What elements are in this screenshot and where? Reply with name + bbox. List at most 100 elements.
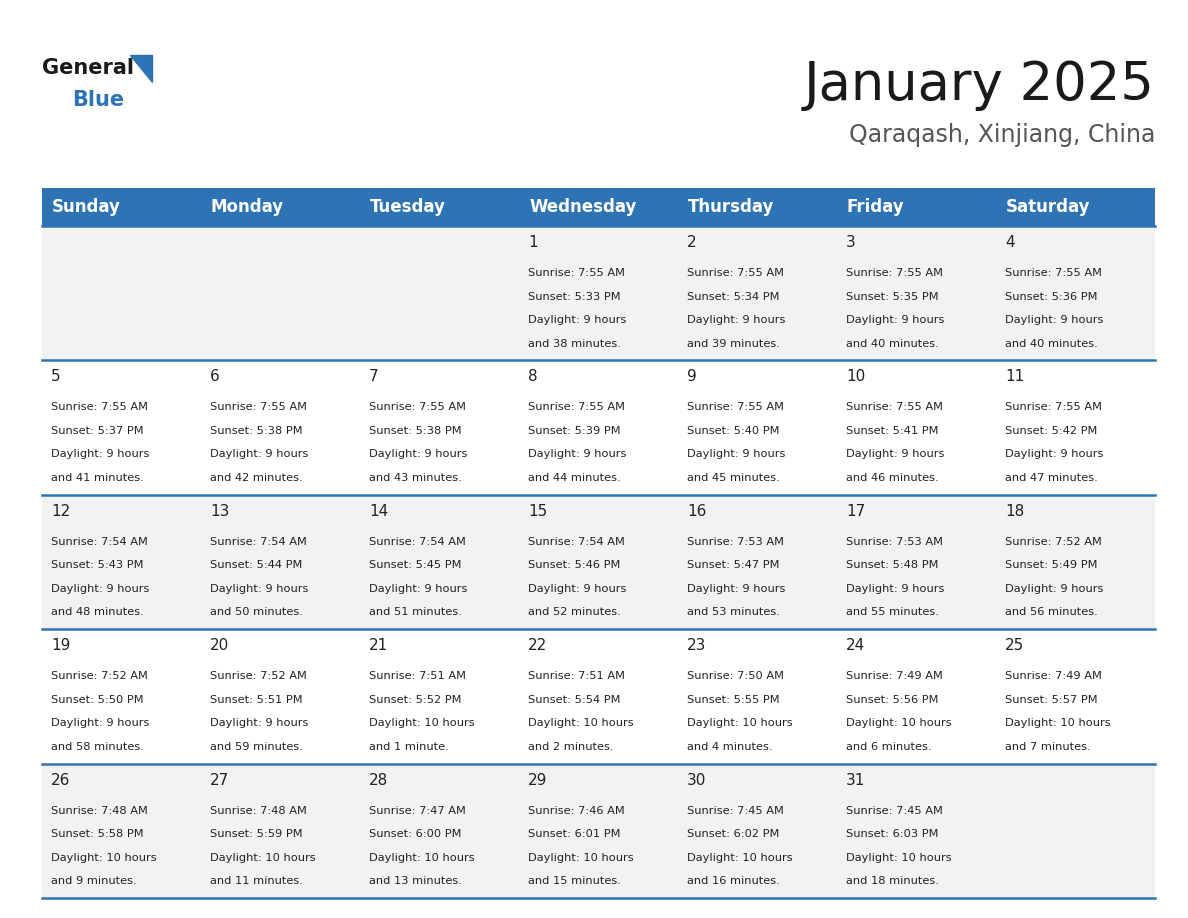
Text: 3: 3 xyxy=(846,235,855,250)
Text: Sunrise: 7:52 AM: Sunrise: 7:52 AM xyxy=(210,671,307,681)
Text: Daylight: 9 hours: Daylight: 9 hours xyxy=(527,450,626,459)
Text: 24: 24 xyxy=(846,638,865,654)
Text: and 2 minutes.: and 2 minutes. xyxy=(527,742,613,752)
Text: and 38 minutes.: and 38 minutes. xyxy=(527,339,621,349)
Text: Sunrise: 7:55 AM: Sunrise: 7:55 AM xyxy=(369,402,466,412)
Text: Sunset: 5:39 PM: Sunset: 5:39 PM xyxy=(527,426,620,436)
Text: Sunset: 5:45 PM: Sunset: 5:45 PM xyxy=(369,560,461,570)
Text: Sunrise: 7:55 AM: Sunrise: 7:55 AM xyxy=(846,268,943,278)
Text: and 15 minutes.: and 15 minutes. xyxy=(527,876,621,886)
Text: and 43 minutes.: and 43 minutes. xyxy=(369,473,462,483)
Text: Daylight: 9 hours: Daylight: 9 hours xyxy=(51,450,150,459)
Text: and 55 minutes.: and 55 minutes. xyxy=(846,608,939,618)
Text: 30: 30 xyxy=(687,773,707,788)
Text: and 56 minutes.: and 56 minutes. xyxy=(1005,608,1098,618)
Bar xyxy=(42,629,1155,764)
Text: Sunrise: 7:52 AM: Sunrise: 7:52 AM xyxy=(51,671,147,681)
Text: Sunrise: 7:55 AM: Sunrise: 7:55 AM xyxy=(687,402,784,412)
Text: Daylight: 9 hours: Daylight: 9 hours xyxy=(527,584,626,594)
Text: Daylight: 9 hours: Daylight: 9 hours xyxy=(1005,584,1104,594)
Text: Sunset: 5:47 PM: Sunset: 5:47 PM xyxy=(687,560,779,570)
Text: and 41 minutes.: and 41 minutes. xyxy=(51,473,144,483)
Text: 10: 10 xyxy=(846,369,865,385)
Bar xyxy=(42,764,1155,898)
Text: Sunset: 5:54 PM: Sunset: 5:54 PM xyxy=(527,695,620,705)
Text: 5: 5 xyxy=(51,369,61,385)
Text: Daylight: 10 hours: Daylight: 10 hours xyxy=(51,853,157,863)
Text: Saturday: Saturday xyxy=(1006,198,1091,216)
Text: Qaraqash, Xinjiang, China: Qaraqash, Xinjiang, China xyxy=(848,123,1155,147)
Text: Sunrise: 7:47 AM: Sunrise: 7:47 AM xyxy=(369,806,466,815)
Text: Sunrise: 7:55 AM: Sunrise: 7:55 AM xyxy=(846,402,943,412)
Text: 23: 23 xyxy=(687,638,707,654)
Text: 15: 15 xyxy=(527,504,548,519)
Text: Sunset: 5:52 PM: Sunset: 5:52 PM xyxy=(369,695,461,705)
Text: 28: 28 xyxy=(369,773,388,788)
Text: Sunset: 5:40 PM: Sunset: 5:40 PM xyxy=(687,426,779,436)
Text: 27: 27 xyxy=(210,773,229,788)
Text: Daylight: 9 hours: Daylight: 9 hours xyxy=(1005,450,1104,459)
Text: 25: 25 xyxy=(1005,638,1024,654)
Text: Sunset: 5:34 PM: Sunset: 5:34 PM xyxy=(687,292,779,301)
Text: Sunrise: 7:50 AM: Sunrise: 7:50 AM xyxy=(687,671,784,681)
Text: 8: 8 xyxy=(527,369,538,385)
Bar xyxy=(42,188,1155,226)
Text: Friday: Friday xyxy=(847,198,904,216)
Text: Sunrise: 7:52 AM: Sunrise: 7:52 AM xyxy=(1005,537,1102,547)
Text: Sunrise: 7:45 AM: Sunrise: 7:45 AM xyxy=(687,806,784,815)
Text: Sunset: 5:50 PM: Sunset: 5:50 PM xyxy=(51,695,144,705)
Text: and 1 minute.: and 1 minute. xyxy=(369,742,449,752)
Text: and 48 minutes.: and 48 minutes. xyxy=(51,608,144,618)
Text: Sunset: 5:51 PM: Sunset: 5:51 PM xyxy=(210,695,303,705)
Text: Sunrise: 7:54 AM: Sunrise: 7:54 AM xyxy=(527,537,625,547)
Bar xyxy=(42,495,1155,629)
Text: Daylight: 10 hours: Daylight: 10 hours xyxy=(846,718,952,728)
Text: 29: 29 xyxy=(527,773,548,788)
Text: Sunset: 5:37 PM: Sunset: 5:37 PM xyxy=(51,426,144,436)
Text: 13: 13 xyxy=(210,504,229,519)
Text: Sunset: 5:48 PM: Sunset: 5:48 PM xyxy=(846,560,939,570)
Text: Sunset: 5:57 PM: Sunset: 5:57 PM xyxy=(1005,695,1098,705)
Text: Daylight: 9 hours: Daylight: 9 hours xyxy=(51,584,150,594)
Text: and 40 minutes.: and 40 minutes. xyxy=(846,339,939,349)
Text: 12: 12 xyxy=(51,504,70,519)
Text: and 45 minutes.: and 45 minutes. xyxy=(687,473,779,483)
Text: Sunrise: 7:55 AM: Sunrise: 7:55 AM xyxy=(1005,402,1102,412)
Text: Daylight: 9 hours: Daylight: 9 hours xyxy=(369,450,467,459)
Text: and 4 minutes.: and 4 minutes. xyxy=(687,742,772,752)
Text: Daylight: 9 hours: Daylight: 9 hours xyxy=(1005,315,1104,325)
Text: Sunset: 5:38 PM: Sunset: 5:38 PM xyxy=(210,426,303,436)
Text: Sunset: 6:02 PM: Sunset: 6:02 PM xyxy=(687,829,779,839)
Text: Sunset: 5:56 PM: Sunset: 5:56 PM xyxy=(846,695,939,705)
Text: Sunset: 5:43 PM: Sunset: 5:43 PM xyxy=(51,560,144,570)
Text: Sunrise: 7:45 AM: Sunrise: 7:45 AM xyxy=(846,806,943,815)
Text: Sunrise: 7:49 AM: Sunrise: 7:49 AM xyxy=(846,671,943,681)
Text: Sunrise: 7:54 AM: Sunrise: 7:54 AM xyxy=(210,537,307,547)
Text: 4: 4 xyxy=(1005,235,1015,250)
Text: and 47 minutes.: and 47 minutes. xyxy=(1005,473,1098,483)
Text: Sunrise: 7:55 AM: Sunrise: 7:55 AM xyxy=(51,402,148,412)
Text: Sunrise: 7:55 AM: Sunrise: 7:55 AM xyxy=(687,268,784,278)
Text: Sunset: 5:58 PM: Sunset: 5:58 PM xyxy=(51,829,144,839)
Text: Daylight: 10 hours: Daylight: 10 hours xyxy=(846,853,952,863)
Text: Sunset: 5:35 PM: Sunset: 5:35 PM xyxy=(846,292,939,301)
Text: Sunset: 6:00 PM: Sunset: 6:00 PM xyxy=(369,829,461,839)
Text: and 52 minutes.: and 52 minutes. xyxy=(527,608,621,618)
Text: 21: 21 xyxy=(369,638,388,654)
Text: and 7 minutes.: and 7 minutes. xyxy=(1005,742,1091,752)
Text: January 2025: January 2025 xyxy=(804,59,1155,111)
Text: Sunset: 5:38 PM: Sunset: 5:38 PM xyxy=(369,426,462,436)
Text: and 39 minutes.: and 39 minutes. xyxy=(687,339,779,349)
Text: Sunset: 5:44 PM: Sunset: 5:44 PM xyxy=(210,560,303,570)
Text: Sunrise: 7:53 AM: Sunrise: 7:53 AM xyxy=(846,537,943,547)
Text: and 16 minutes.: and 16 minutes. xyxy=(687,876,779,886)
Text: Daylight: 10 hours: Daylight: 10 hours xyxy=(687,718,792,728)
Text: Daylight: 10 hours: Daylight: 10 hours xyxy=(369,718,475,728)
Text: Daylight: 9 hours: Daylight: 9 hours xyxy=(210,584,309,594)
Text: Daylight: 9 hours: Daylight: 9 hours xyxy=(210,450,309,459)
Text: Daylight: 9 hours: Daylight: 9 hours xyxy=(846,315,944,325)
Text: and 11 minutes.: and 11 minutes. xyxy=(210,876,303,886)
Bar xyxy=(42,226,1155,361)
Text: and 40 minutes.: and 40 minutes. xyxy=(1005,339,1098,349)
Text: Daylight: 9 hours: Daylight: 9 hours xyxy=(846,584,944,594)
